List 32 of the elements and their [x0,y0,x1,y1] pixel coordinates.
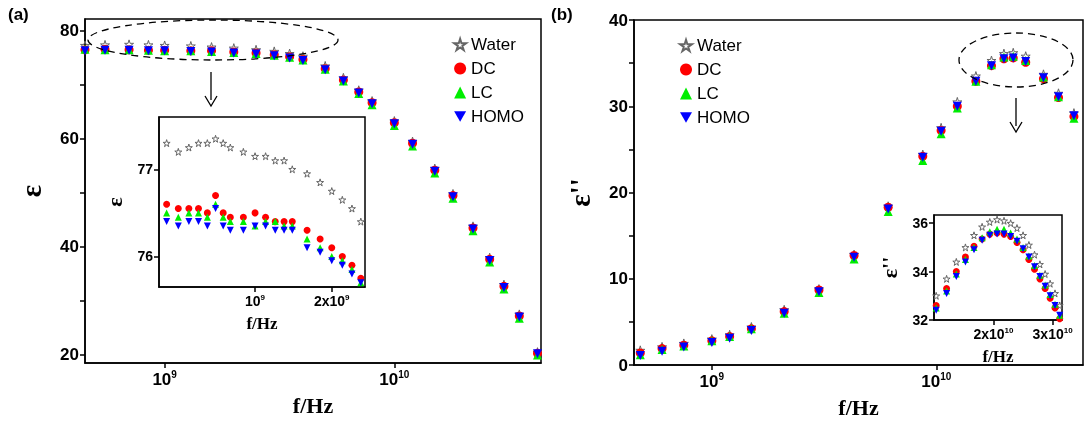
x-axis-title: f/Hz [292,392,334,418]
y-tick-label: 32 [912,312,929,328]
y-tick-label: 77 [137,161,154,178]
y-tick-label: 20 [60,345,79,365]
y-tick-label: 34 [912,263,929,280]
text: (b) [551,5,573,24]
x-axis-title: f/Hz [982,347,1015,366]
legend-label: Water [697,36,743,55]
y-tick-label: 20 [609,183,628,202]
legend-label: LC [471,83,493,102]
legend-label: Water [471,35,517,54]
y-tick-label: 10 [609,269,628,289]
y-tick-label: 36 [912,215,929,232]
legend-label: DC [471,59,496,78]
legend-label: LC [697,84,719,103]
y-tick-label: 60 [60,129,79,149]
y-tick-label: 40 [609,10,628,30]
x-axis-title: f/Hz [838,394,879,420]
y-axis-title: ε'' [876,256,902,279]
y-axis-title: ε'' [563,178,596,207]
legend-label: HOMO [697,108,750,127]
legend-label: DC [697,60,722,79]
legend-label: HOMO [471,107,525,126]
y-tick-label: 76 [137,248,154,265]
x-axis-title: f/Hz [246,314,279,333]
text: (a) [8,5,29,24]
y-tick-label: 30 [609,96,628,116]
y-axis-title: ε [14,184,47,198]
y-tick-label: 80 [60,21,79,41]
y-tick-label: 40 [60,237,79,257]
y-tick-label: 0 [618,355,628,375]
y-axis-title: ε [101,197,127,207]
